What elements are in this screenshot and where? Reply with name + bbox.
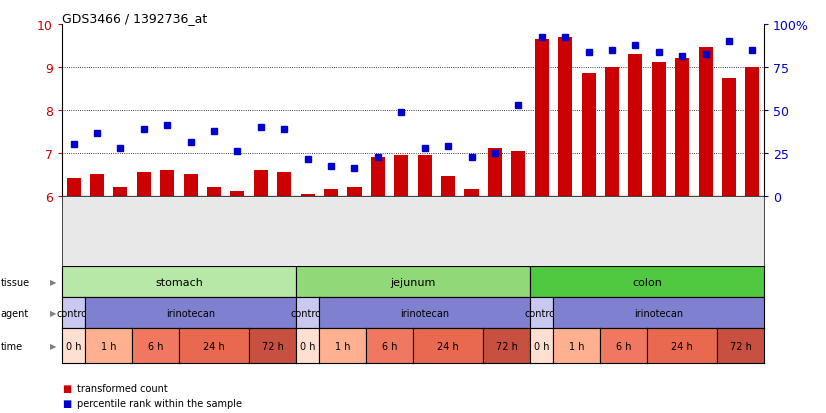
Bar [278, 173, 292, 196]
Text: 6 h: 6 h [616, 341, 631, 351]
Text: irinotecan: irinotecan [166, 308, 216, 318]
Text: 6 h: 6 h [382, 341, 397, 351]
Text: 24 h: 24 h [672, 341, 693, 351]
Text: irinotecan: irinotecan [400, 308, 449, 318]
Bar [137, 173, 151, 196]
Text: 0 h: 0 h [300, 341, 316, 351]
Text: ▶: ▶ [50, 309, 56, 317]
Bar [301, 194, 315, 196]
Bar [254, 171, 268, 196]
Text: 72 h: 72 h [496, 341, 518, 351]
Text: tissue: tissue [1, 277, 30, 287]
Text: irinotecan: irinotecan [634, 308, 683, 318]
Bar [160, 171, 174, 196]
Text: transformed count: transformed count [77, 383, 168, 393]
Text: ▶: ▶ [50, 342, 56, 350]
Text: 24 h: 24 h [437, 341, 459, 351]
Bar [629, 55, 643, 196]
Text: 0 h: 0 h [534, 341, 549, 351]
Text: ▶: ▶ [50, 278, 56, 286]
Bar [113, 188, 127, 196]
Text: control: control [291, 308, 325, 318]
Bar [488, 149, 502, 196]
Bar [230, 192, 244, 196]
Bar [183, 175, 197, 196]
Text: ■: ■ [62, 398, 71, 408]
Text: ■: ■ [62, 383, 71, 393]
Text: stomach: stomach [155, 277, 203, 287]
Text: 72 h: 72 h [729, 341, 752, 351]
Bar [534, 40, 548, 196]
Text: 6 h: 6 h [148, 341, 164, 351]
Text: 72 h: 72 h [262, 341, 283, 351]
Text: jejunum: jejunum [391, 277, 435, 287]
Text: time: time [1, 341, 23, 351]
Text: percentile rank within the sample: percentile rank within the sample [77, 398, 242, 408]
Bar [207, 188, 221, 196]
Bar [67, 179, 81, 196]
Bar [699, 48, 713, 196]
Bar [418, 155, 432, 196]
Bar [745, 68, 759, 196]
Text: agent: agent [1, 308, 29, 318]
Bar [371, 158, 385, 196]
Bar [605, 68, 619, 196]
Text: 1 h: 1 h [101, 341, 116, 351]
Text: 0 h: 0 h [66, 341, 82, 351]
Bar [722, 78, 736, 196]
Text: control: control [57, 308, 91, 318]
Text: 1 h: 1 h [335, 341, 350, 351]
Bar [652, 63, 666, 196]
Bar [558, 38, 572, 196]
Bar [348, 188, 362, 196]
Bar [675, 59, 689, 196]
Bar [394, 155, 408, 196]
Bar [324, 190, 338, 196]
Bar [511, 151, 525, 196]
Bar [582, 74, 596, 196]
Text: GDS3466 / 1392736_at: GDS3466 / 1392736_at [62, 12, 207, 25]
Bar [90, 175, 104, 196]
Text: 1 h: 1 h [569, 341, 585, 351]
Bar [464, 190, 478, 196]
Text: 24 h: 24 h [203, 341, 225, 351]
Text: colon: colon [632, 277, 662, 287]
Text: control: control [525, 308, 558, 318]
Bar [441, 177, 455, 196]
